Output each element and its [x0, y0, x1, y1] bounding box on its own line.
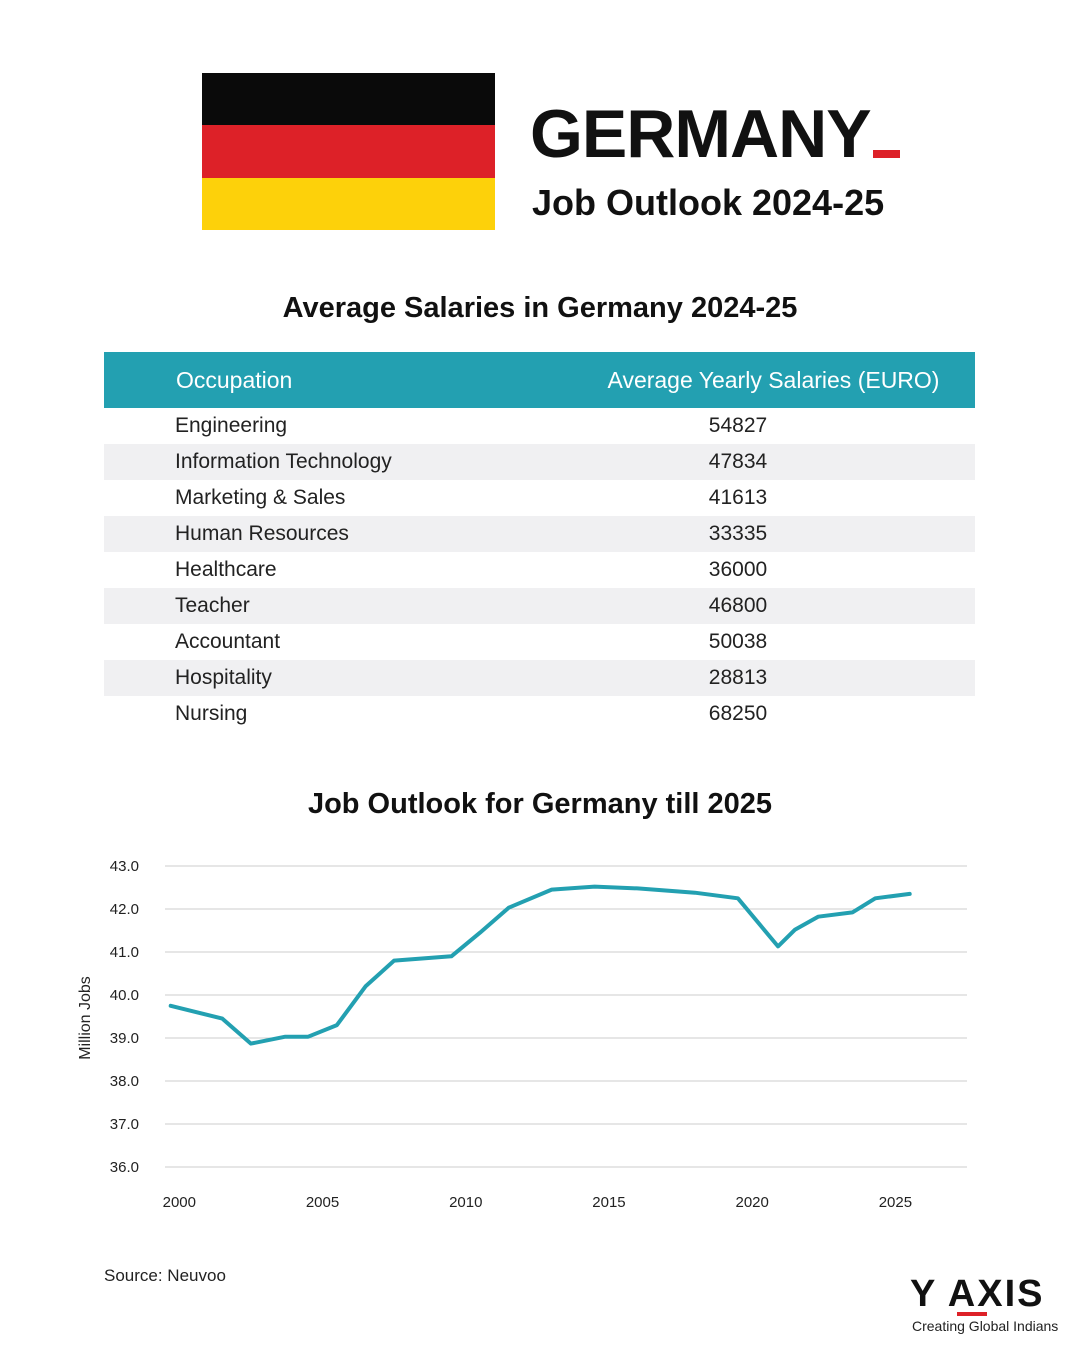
y-tick-label: 36.0 [110, 1159, 139, 1176]
table-row: Hospitality 28813 [104, 660, 975, 696]
occupation-cell: Human Resources [175, 522, 349, 545]
chart-title: Job Outlook for Germany till 2025 [307, 788, 773, 820]
series-line-million-jobs [168, 884, 912, 1046]
occupation-cell: Healthcare [175, 558, 277, 581]
salary-cell: 36000 [708, 558, 768, 581]
y-tick-label: 41.0 [110, 944, 139, 961]
logo-wordmark: Y AXIS [910, 1273, 1045, 1315]
x-tick-label: 2010 [449, 1194, 482, 1211]
page-subtitle: Job Outlook 2024-25 [532, 182, 885, 223]
x-tick-label: 2020 [735, 1194, 768, 1211]
salary-table-title: Average Salaries in Germany 2024-25 [282, 292, 798, 324]
occupation-cell: Teacher [175, 594, 250, 617]
table-row: Human Resources 33335 [104, 516, 975, 552]
salary-cell: 54827 [708, 414, 768, 437]
occupation-cell: Marketing & Sales [175, 486, 346, 509]
y-tick-label: 43.0 [110, 858, 139, 875]
salary-cell: 47834 [708, 450, 768, 473]
y-tick-label: 42.0 [110, 901, 139, 918]
salary-cell: 33335 [708, 522, 768, 545]
salary-cell: 28813 [708, 666, 768, 689]
x-tick-label: 2025 [879, 1194, 912, 1211]
occupation-cell: Nursing [175, 702, 248, 725]
source-note: Source: Neuvoo [104, 1266, 226, 1285]
x-axis-ticks: 2000 2005 2010 2015 2020 2025 [163, 1194, 912, 1211]
flag-black-stripe [202, 73, 495, 126]
flag-red-stripe [202, 125, 495, 178]
table-row: Marketing & Sales 41613 [104, 480, 975, 516]
table-row: Accountant 50038 [104, 624, 975, 660]
table-row: Healthcare 36000 [104, 552, 975, 588]
y-tick-label: 38.0 [110, 1073, 139, 1090]
column-header-occupation: Occupation [176, 366, 293, 393]
table-row: Information Technology 47834 [104, 444, 975, 480]
table-row: Nursing 68250 [104, 696, 975, 732]
job-outlook-line-chart: 36.037.038.039.040.041.042.043.0 2000 200… [77, 858, 967, 1211]
page-title: GERMANY [530, 96, 872, 172]
y-tick-label: 37.0 [110, 1116, 139, 1133]
occupation-cell: Engineering [175, 414, 288, 437]
salary-cell: 50038 [708, 630, 768, 653]
salary-cell: 68250 [708, 702, 768, 725]
logo-accent-bar [957, 1312, 987, 1316]
occupation-cell: Hospitality [175, 666, 272, 689]
x-tick-label: 2005 [306, 1194, 339, 1211]
germany-flag [202, 73, 495, 230]
y-tick-label: 39.0 [110, 1030, 139, 1047]
table-row: Teacher 46800 [104, 588, 975, 624]
flag-gold-stripe [202, 177, 495, 230]
x-tick-label: 2015 [592, 1194, 625, 1211]
logo-tagline: Creating Global Indians [912, 1318, 1059, 1334]
y-axis-ticks: 36.0 37.0 38.0 39.0 40.0 41.0 42.0 43.0 [110, 858, 139, 1176]
table-header: Occupation Average Yearly Salaries (EURO… [104, 352, 975, 408]
y-tick-label: 40.0 [110, 987, 139, 1004]
y-axis-label: Million Jobs [77, 976, 94, 1060]
occupation-cell: Information Technology [175, 450, 392, 473]
salary-cell: 46800 [708, 594, 768, 617]
x-tick-label: 2000 [163, 1194, 196, 1211]
column-header-salary: Average Yearly Salaries (EURO) [607, 366, 940, 393]
title-underscore-accent [873, 150, 900, 158]
table-row: Engineering 54827 [104, 408, 975, 444]
salary-table: Occupation Average Yearly Salaries (EURO… [104, 352, 975, 732]
table-body: Engineering 54827 Information Technology… [104, 408, 975, 732]
y-axis-logo: Y AXIS Creating Global Indians [906, 1274, 1066, 1338]
occupation-cell: Accountant [175, 630, 281, 653]
salary-cell: 41613 [708, 486, 768, 509]
